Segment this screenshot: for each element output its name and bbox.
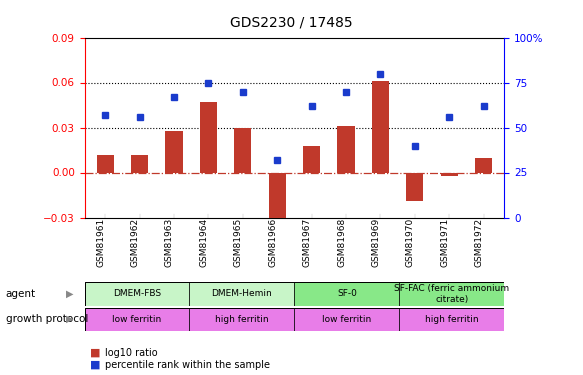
Text: ■: ■ xyxy=(90,348,101,357)
Text: GSM81965: GSM81965 xyxy=(234,217,243,267)
Bar xyxy=(269,172,286,222)
Bar xyxy=(189,308,294,331)
Text: GSM81964: GSM81964 xyxy=(199,217,208,267)
Text: GDS2230 / 17485: GDS2230 / 17485 xyxy=(230,15,353,29)
Text: log10 ratio: log10 ratio xyxy=(105,348,157,357)
Bar xyxy=(85,282,189,306)
Bar xyxy=(166,130,182,172)
Bar xyxy=(406,172,423,201)
Text: GSM81968: GSM81968 xyxy=(337,217,346,267)
Bar xyxy=(189,282,294,306)
Bar xyxy=(372,81,389,172)
Bar xyxy=(85,308,189,331)
Text: ■: ■ xyxy=(90,360,101,369)
Text: ▶: ▶ xyxy=(66,289,73,299)
Text: growth protocol: growth protocol xyxy=(6,314,88,324)
Text: GSM81969: GSM81969 xyxy=(371,217,381,267)
Bar xyxy=(399,282,504,306)
Text: GSM81963: GSM81963 xyxy=(165,217,174,267)
Bar xyxy=(475,158,492,172)
Bar xyxy=(399,308,504,331)
Text: DMEM-FBS: DMEM-FBS xyxy=(113,290,161,298)
Text: GSM81962: GSM81962 xyxy=(131,217,139,267)
Bar xyxy=(441,172,458,176)
Text: GSM81966: GSM81966 xyxy=(268,217,277,267)
Text: GSM81970: GSM81970 xyxy=(406,217,415,267)
Text: high ferritin: high ferritin xyxy=(215,315,269,324)
Text: agent: agent xyxy=(6,289,36,299)
Bar xyxy=(338,126,354,172)
Text: high ferritin: high ferritin xyxy=(425,315,479,324)
Bar xyxy=(97,154,114,172)
Bar xyxy=(131,154,148,172)
Text: GSM81961: GSM81961 xyxy=(96,217,105,267)
Text: GSM81967: GSM81967 xyxy=(303,217,312,267)
Bar xyxy=(200,102,217,172)
Text: percentile rank within the sample: percentile rank within the sample xyxy=(105,360,270,369)
Text: low ferritin: low ferritin xyxy=(113,315,161,324)
Bar xyxy=(234,128,251,172)
Text: GSM81972: GSM81972 xyxy=(475,217,484,267)
Text: SF-0: SF-0 xyxy=(337,290,357,298)
Bar xyxy=(294,308,399,331)
Text: DMEM-Hemin: DMEM-Hemin xyxy=(212,290,272,298)
Text: SF-FAC (ferric ammonium
citrate): SF-FAC (ferric ammonium citrate) xyxy=(394,284,510,304)
Bar xyxy=(303,146,320,172)
Bar xyxy=(294,282,399,306)
Text: ▶: ▶ xyxy=(66,314,73,324)
Text: GSM81971: GSM81971 xyxy=(440,217,449,267)
Text: low ferritin: low ferritin xyxy=(322,315,371,324)
